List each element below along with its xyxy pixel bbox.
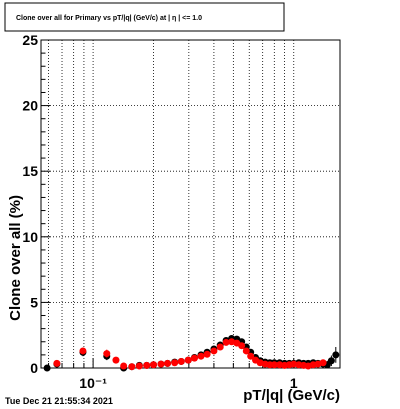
- data-point-red: [184, 356, 192, 364]
- y-tick-label: 25: [22, 32, 38, 48]
- y-tick-label: 20: [22, 98, 38, 114]
- data-point-black: [327, 357, 335, 365]
- data-point-red: [190, 354, 198, 362]
- data-point-red: [157, 360, 165, 368]
- date-stamp: Tue Dec 21 21:55:34 2021: [5, 396, 113, 406]
- axis-ticks: [41, 39, 295, 369]
- y-tick-label: 10: [22, 229, 38, 245]
- data-point-red: [112, 356, 120, 364]
- plot-frame: [40, 39, 341, 369]
- grid-lines: [41, 40, 340, 368]
- data-point-red: [203, 350, 211, 358]
- data-point-red: [210, 347, 218, 355]
- data-point-red: [216, 343, 224, 351]
- data-point-red: [242, 347, 250, 355]
- x-tick-label: 10⁻¹: [79, 375, 107, 391]
- data-point-red: [103, 350, 111, 358]
- y-axis-title: Clone over all (%): [7, 195, 24, 321]
- data-point-red: [290, 360, 298, 368]
- data-point-red: [238, 342, 246, 350]
- data-point-black: [43, 364, 51, 372]
- x-axis-title: pT/|q| (GeV/c): [243, 387, 340, 404]
- y-tick-label: 0: [30, 360, 38, 376]
- data-point-red: [79, 347, 87, 355]
- data-point-red: [247, 352, 255, 360]
- y-tick-label: 5: [30, 294, 38, 310]
- data-point-red: [120, 362, 128, 370]
- chart-title: Clone over all for Primary vs pT/|q| (Ge…: [16, 15, 202, 22]
- data-point-red: [270, 361, 278, 369]
- data-point-red: [164, 359, 172, 367]
- x-tick-label: 1: [290, 375, 298, 391]
- data-point-red: [319, 359, 327, 367]
- data-point-red: [171, 359, 179, 367]
- data-point-black: [332, 351, 340, 359]
- data-point-red: [128, 363, 136, 371]
- y-tick-label: 15: [22, 163, 38, 179]
- data-point-red: [197, 352, 205, 360]
- title-box: [4, 2, 285, 32]
- data-point-red: [222, 338, 230, 346]
- data-markers: [43, 334, 340, 372]
- data-point-red: [53, 359, 61, 367]
- data-point-red: [150, 361, 158, 369]
- data-point-red: [143, 361, 151, 369]
- data-point-red: [177, 357, 185, 365]
- data-point-red: [135, 362, 143, 370]
